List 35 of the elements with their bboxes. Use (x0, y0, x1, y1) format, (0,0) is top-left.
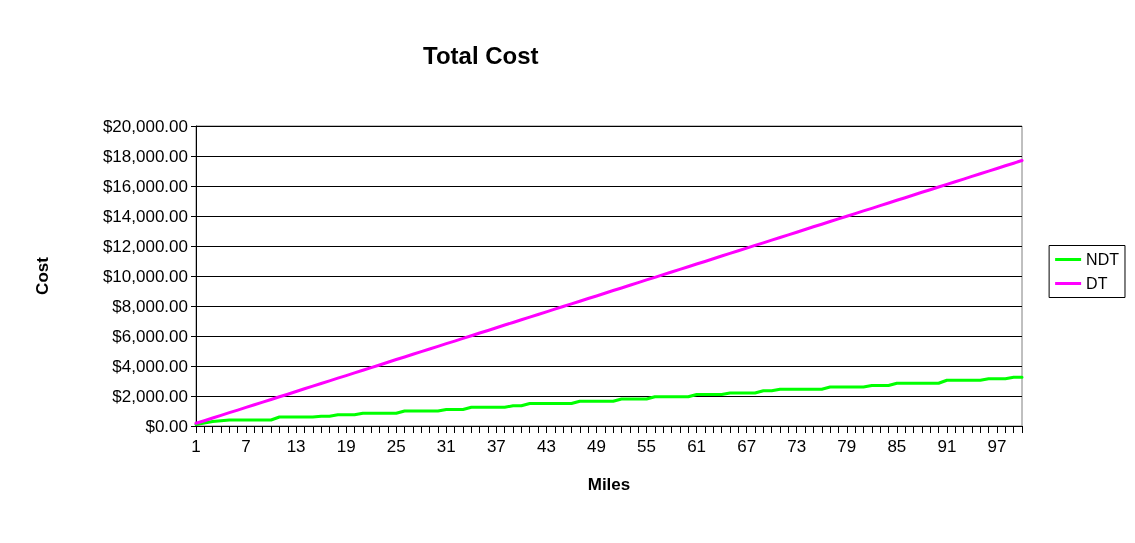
legend-label: NDT (1086, 251, 1120, 268)
chart-title: Total Cost (423, 41, 539, 69)
y-tick-label: $4,000.00 (112, 356, 188, 376)
x-tick-label: 79 (837, 437, 857, 456)
x-tick-label: 19 (336, 437, 356, 456)
y-tick-label: $6,000.00 (112, 326, 188, 346)
x-tick-label: 73 (787, 437, 807, 456)
x-axis-title: Miles (587, 475, 631, 494)
legend-label: DT (1086, 275, 1108, 292)
y-tick-label: $0.00 (145, 416, 188, 436)
x-tick-label: 25 (386, 437, 406, 456)
x-tick-label: 97 (987, 437, 1007, 456)
y-tick-label: $18,000.00 (102, 146, 188, 166)
x-tick-label: 43 (536, 437, 556, 456)
y-tick-label: $16,000.00 (102, 176, 188, 196)
y-tick-label: $20,000.00 (102, 116, 188, 136)
x-tick-label: 67 (737, 437, 757, 456)
y-tick-label: $2,000.00 (112, 386, 188, 406)
y-tick-label: $10,000.00 (102, 266, 188, 286)
line-series (194, 159, 1024, 425)
x-tick-label: 55 (637, 437, 657, 456)
x-tick-label: 31 (436, 437, 456, 456)
x-tick-label: 85 (887, 437, 907, 456)
y-tick-label: $8,000.00 (112, 296, 188, 316)
x-tick-label: 49 (587, 437, 606, 456)
x-tick-label: 13 (286, 437, 306, 456)
y-tick-label: $12,000.00 (102, 236, 188, 256)
x-tick-label: 37 (486, 437, 506, 456)
y-axis-title: Cost (33, 256, 52, 295)
line-series (194, 375, 1024, 426)
y-tick-label: $14,000.00 (102, 206, 188, 226)
x-tick-label: 1 (191, 437, 201, 456)
x-tick-label: 7 (241, 437, 251, 456)
x-tick-label: 91 (937, 437, 957, 456)
x-tick-label: 61 (687, 437, 707, 456)
